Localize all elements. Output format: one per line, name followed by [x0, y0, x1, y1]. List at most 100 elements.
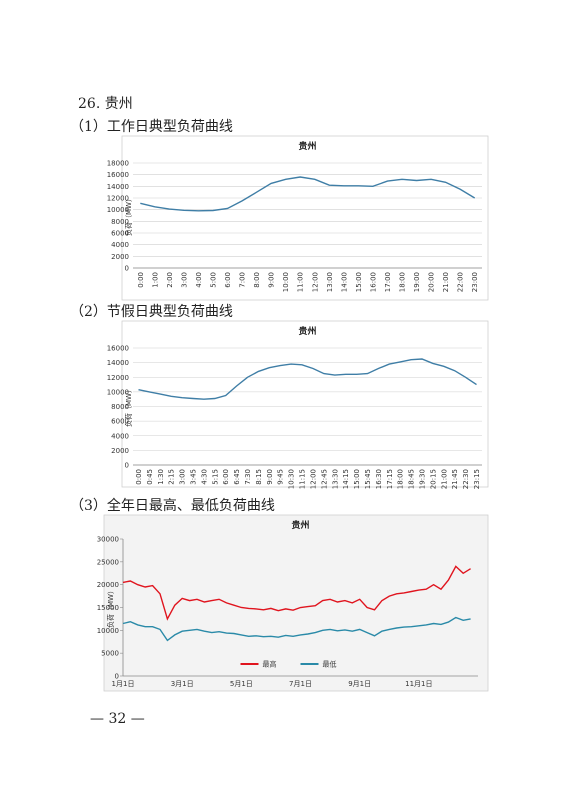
x-tick-label: 11月1日 [405, 680, 432, 688]
y-tick-label: 20000 [97, 581, 119, 589]
x-tick-label: 1:30 [157, 469, 165, 485]
y-tick-label: 16000 [107, 345, 129, 353]
x-tick-label: 2:15 [168, 469, 176, 485]
x-tick-label: 3:00 [180, 272, 188, 288]
y-tick-label: 5000 [101, 650, 119, 658]
x-tick-label: 15:00 [353, 469, 361, 489]
x-tick-label: 0:00 [135, 469, 143, 485]
y-tick-label: 2000 [111, 447, 129, 455]
y-tick-label: 10000 [97, 627, 119, 635]
x-tick-label: 12:00 [309, 469, 317, 489]
legend-label: 最高 [263, 660, 277, 669]
x-tick-label: 7:30 [244, 469, 252, 485]
line [140, 176, 476, 212]
x-tick-label: 9:45 [277, 469, 285, 485]
x-tick-label: 1月1日 [112, 680, 135, 688]
chart-frame [121, 135, 489, 301]
y-tick-label: 6000 [111, 418, 129, 426]
y-tick-label: 8000 [111, 403, 129, 411]
heading: 26. 贵州 [78, 96, 133, 112]
line [122, 565, 471, 621]
x-tick-label: 23:15 [473, 469, 481, 489]
y-tick-label: 0 [125, 265, 129, 273]
x-tick-label: 6:00 [224, 272, 232, 288]
x-tick-label: 23:00 [471, 272, 479, 292]
page-number: — 32 — [90, 711, 145, 727]
y-tick-label: 15000 [97, 604, 119, 612]
x-tick-label: 8:15 [255, 469, 263, 485]
x-tick-label: 12:45 [320, 469, 328, 489]
x-tick-label: 14:15 [342, 469, 350, 489]
x-tick-label: 4:30 [200, 469, 208, 485]
y-tick-label: 8000 [111, 218, 129, 226]
y-tick-label: 4000 [111, 241, 129, 249]
x-tick-label: 9月1日 [348, 680, 371, 688]
x-tick-label: 9:00 [266, 469, 274, 485]
x-tick-label: 11:00 [297, 272, 305, 292]
section-title: （1）工作日典型负荷曲线 [70, 119, 233, 135]
x-tick-label: 5:15 [211, 469, 219, 485]
x-tick-label: 10:00 [282, 272, 290, 292]
y-tick-label: 14000 [107, 359, 129, 367]
chart-title: 贵州 [298, 325, 316, 337]
x-tick-label: 7月1日 [289, 680, 312, 688]
x-tick-label: 21:00 [440, 469, 448, 489]
y-axis-label: 负荷（MW） [124, 386, 133, 427]
x-tick-label: 6:45 [233, 469, 241, 485]
x-tick-label: 13:30 [331, 469, 339, 489]
x-tick-label: 3:45 [189, 469, 197, 485]
chart-title: 贵州 [291, 519, 309, 531]
x-tick-label: 15:00 [355, 272, 363, 292]
x-tick-label: 8:00 [253, 272, 261, 288]
x-tick-label: 18:00 [397, 469, 405, 489]
x-tick-label: 4:00 [195, 272, 203, 288]
y-tick-label: 14000 [107, 183, 129, 191]
section-title: （3）全年日最高、最低负荷曲线 [70, 497, 275, 514]
y-tick-label: 0 [125, 462, 129, 470]
line [122, 616, 471, 642]
chart-title: 贵州 [298, 140, 316, 152]
x-tick-label: 0:45 [146, 469, 154, 485]
y-tick-label: 0 [115, 673, 119, 681]
x-tick-label: 5月1日 [230, 680, 253, 688]
x-tick-label: 16:30 [375, 469, 383, 489]
y-tick-label: 12000 [107, 374, 129, 382]
y-tick-label: 30000 [97, 536, 119, 544]
y-tick-label: 4000 [111, 432, 129, 440]
x-tick-label: 10:30 [288, 469, 296, 489]
x-tick-label: 21:00 [442, 272, 450, 292]
y-tick-label: 16000 [107, 171, 129, 179]
x-tick-label: 17:15 [386, 469, 394, 489]
x-tick-label: 5:00 [209, 272, 217, 288]
chart-frame [103, 514, 489, 692]
x-tick-label: 20:15 [429, 469, 437, 489]
x-tick-label: 22:00 [457, 272, 465, 292]
section-title: （2）节假日典型负荷曲线 [70, 304, 233, 320]
x-tick-label: 11:15 [299, 469, 307, 489]
y-tick-label: 2000 [111, 253, 129, 261]
x-tick-label: 3月1日 [171, 680, 194, 688]
x-tick-label: 19:30 [419, 469, 427, 489]
line [138, 358, 477, 400]
x-tick-label: 7:00 [239, 272, 247, 288]
x-tick-label: 6:00 [222, 469, 230, 485]
y-axis-label: 负荷（MW） [106, 587, 115, 628]
x-tick-label: 12:00 [311, 272, 319, 292]
chart-frame [121, 320, 489, 488]
x-tick-label: 17:00 [384, 272, 392, 292]
x-tick-label: 0:00 [137, 272, 145, 288]
x-tick-label: 15:45 [364, 469, 372, 489]
y-tick-label: 18000 [107, 160, 129, 168]
x-tick-label: 20:00 [428, 272, 436, 292]
x-tick-label: 2:00 [166, 272, 174, 288]
x-tick-label: 13:00 [326, 272, 334, 292]
x-tick-label: 21:45 [451, 469, 459, 489]
legend-label: 最低 [323, 660, 337, 669]
y-tick-label: 25000 [97, 558, 119, 566]
x-tick-label: 1:00 [151, 272, 159, 288]
x-tick-label: 22:30 [462, 469, 470, 489]
y-tick-label: 6000 [111, 230, 129, 238]
x-tick-label: 9:00 [268, 272, 276, 288]
x-tick-label: 19:00 [413, 272, 421, 292]
